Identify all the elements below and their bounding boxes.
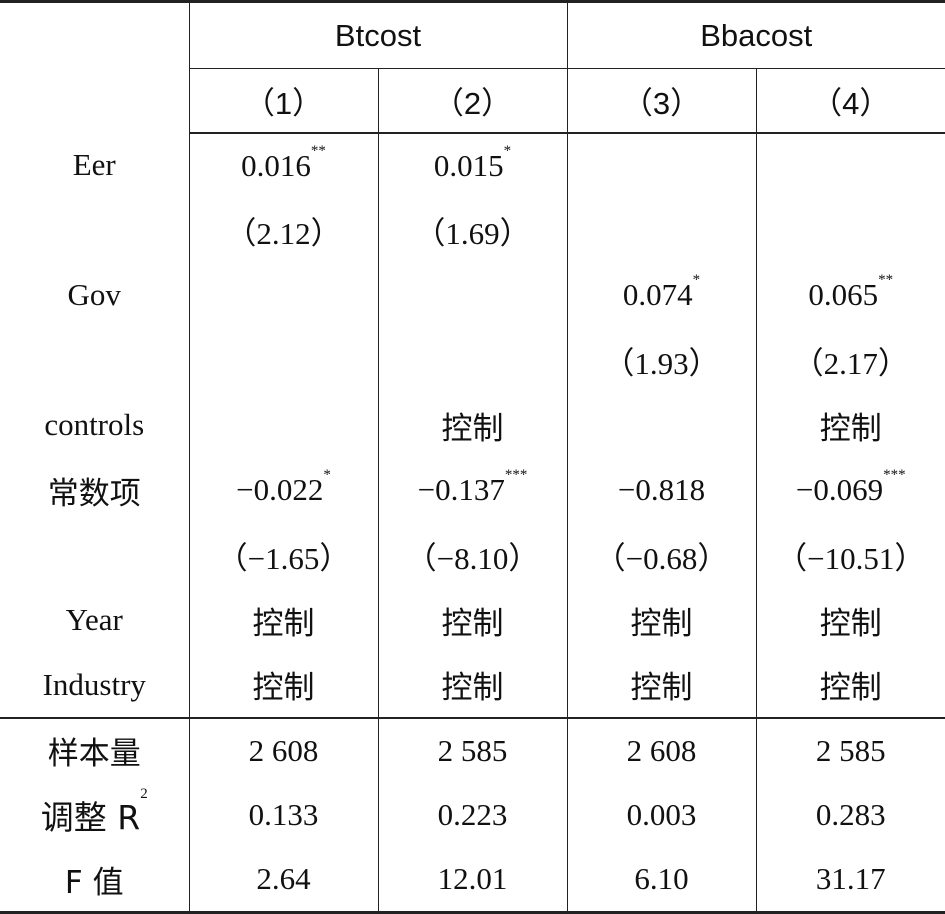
table-cell: 控制 (188, 652, 378, 718)
row-label: controls (44, 407, 145, 442)
table-cell (377, 262, 567, 328)
table-row: 常数项 −0.022* −0.137*** −0.818 −0.069*** (0, 457, 945, 523)
table-cell: 控制 (755, 652, 945, 718)
header-row-columns: （1） （2） （3） （4） (0, 68, 945, 134)
table-cell: −0.022* (188, 457, 378, 523)
row-label: Eer (72, 147, 116, 182)
table-cell: （−8.10） (377, 522, 567, 588)
table-cell: 控制 (566, 587, 756, 653)
table-row: Gov 0.074* 0.065** (0, 262, 945, 328)
table-cell: 控制 (755, 587, 945, 653)
table-row-sample-size: 样本量 2 608 2 585 2 608 2 585 (0, 716, 945, 783)
header-col-3: （3） (566, 68, 756, 134)
row-label: 调整 R2 (40, 786, 148, 838)
table-row: Year 控制 控制 控制 控制 (0, 587, 945, 653)
table-cell (566, 392, 756, 458)
row-label (0, 523, 189, 588)
row-label (0, 198, 189, 263)
table-cell: −0.137*** (377, 457, 567, 523)
table-cell (188, 262, 378, 328)
table-cell: 0.283 (755, 782, 945, 848)
table-cell (755, 197, 945, 263)
table-cell: （1.69） (377, 197, 567, 263)
table-row: （−1.65） （−8.10） （−0.68） （−10.51） (0, 522, 945, 588)
table-cell: 12.01 (377, 847, 567, 914)
table-cell: 2 608 (566, 716, 756, 783)
table-cell: 2 608 (188, 716, 378, 783)
table-cell: 2 585 (377, 716, 567, 783)
table-row-f-value: F 值 2.64 12.01 6.10 31.17 (0, 847, 945, 914)
header-group-btcost: Btcost (188, 0, 567, 69)
row-label: Industry (42, 666, 146, 702)
table-cell: 6.10 (566, 847, 756, 914)
table-cell: 控制 (377, 392, 567, 458)
table-cell (188, 327, 378, 393)
row-label: F 值 (0, 847, 189, 914)
table-cell: 0.223 (377, 782, 567, 848)
table-cell (755, 132, 945, 198)
table-cell: （2.12） (188, 197, 378, 263)
table-cell: （−0.68） (566, 522, 756, 588)
table-row: （1.93） （2.17） (0, 327, 945, 393)
table-cell: 0.003 (566, 782, 756, 848)
table-cell (566, 197, 756, 263)
table-cell: 0.016** (188, 132, 378, 198)
table-row: controls 控制 控制 (0, 392, 945, 458)
row-label (0, 328, 189, 393)
table-row: Industry 控制 控制 控制 控制 (0, 652, 945, 718)
table-cell: 控制 (377, 652, 567, 718)
table-cell: 2 585 (755, 716, 945, 783)
table-cell: −0.818 (566, 457, 756, 523)
table-cell: 0.074* (566, 262, 756, 328)
table-cell: 控制 (566, 652, 756, 718)
table-cell: （−1.65） (188, 522, 378, 588)
row-label: 样本量 (0, 716, 189, 783)
table-cell: （−10.51） (755, 522, 945, 588)
table-cell: （2.17） (755, 327, 945, 393)
table-cell: 0.015* (377, 132, 567, 198)
table-cell (566, 132, 756, 198)
header-corner (0, 0, 189, 133)
header-group-bbacost: Bbacost (566, 0, 945, 69)
row-label: 常数项 (47, 475, 141, 512)
table-cell: 31.17 (755, 847, 945, 914)
table-cell: 0.065** (755, 262, 945, 328)
table-cell (188, 392, 378, 458)
row-label: Gov (67, 277, 121, 312)
table-cell: 控制 (377, 587, 567, 653)
table-row: Eer 0.016** 0.015* (0, 132, 945, 198)
table-row-adj-r2: 调整 R2 0.133 0.223 0.003 0.283 (0, 782, 945, 848)
table-cell (377, 327, 567, 393)
header-col-1: （1） (188, 68, 378, 134)
table-cell: （1.93） (566, 327, 756, 393)
header-row-groups: Btcost Bbacost (0, 0, 945, 133)
table-cell: 控制 (755, 392, 945, 458)
header-col-4: （4） (755, 68, 945, 134)
table-cell: 控制 (188, 587, 378, 653)
row-label: Year (65, 602, 123, 637)
table-cell: 0.133 (188, 782, 378, 848)
table-cell: −0.069*** (755, 457, 945, 523)
table-cell: 2.64 (188, 847, 378, 914)
table-row: （2.12） （1.69） (0, 197, 945, 263)
header-col-2: （2） (377, 68, 567, 134)
